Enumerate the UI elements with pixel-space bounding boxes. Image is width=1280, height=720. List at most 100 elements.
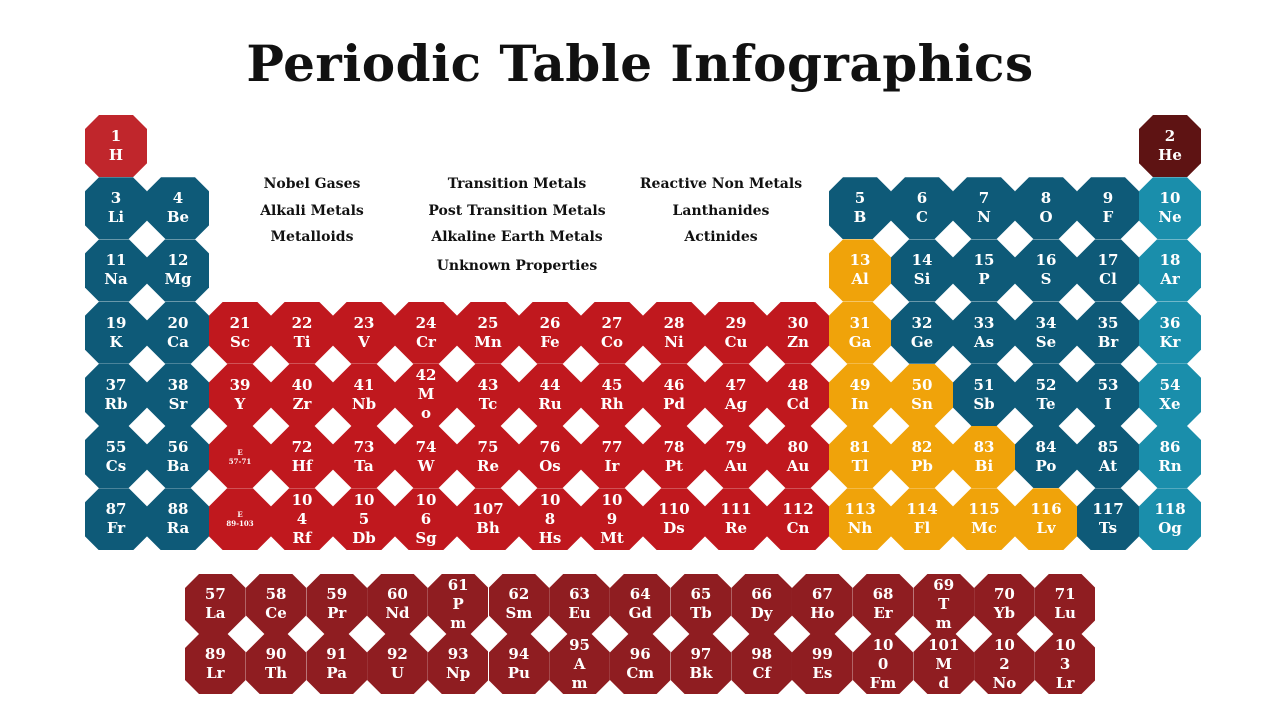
element-label: 13 Al — [849, 251, 871, 289]
element-label: 12 Mg — [164, 251, 192, 289]
element-label: 96 Cm — [626, 645, 655, 682]
element-tile: 54 Xe — [1139, 364, 1201, 426]
element-tile: 57 La — [185, 574, 246, 634]
element-label: 116 Lv — [1030, 500, 1062, 538]
element-tile: 11 Na — [85, 239, 147, 301]
element-label: 16 S — [1035, 251, 1057, 289]
element-label: 1 H — [108, 127, 124, 165]
element-tile: 15 P — [953, 239, 1015, 301]
element-label: 113 Nh — [844, 500, 876, 538]
element-tile: 94 Pu — [489, 634, 550, 694]
element-label: 24 Cr — [415, 313, 437, 351]
element-label: 57 La — [204, 585, 226, 622]
element-tile: 38 Sr — [147, 364, 209, 426]
element-tile: 49 In — [829, 364, 891, 426]
element-label: 118 Og — [1154, 500, 1186, 538]
element-tile: 116 Lv — [1015, 488, 1077, 550]
element-label: 10 6 Sg — [415, 490, 437, 547]
element-tile: 85 At — [1077, 426, 1139, 488]
element-tile: 71 Lu — [1035, 574, 1096, 634]
element-tile: 77 Ir — [581, 426, 643, 488]
element-label: 56 Ba — [166, 438, 190, 476]
element-label: 81 Tl — [849, 438, 871, 476]
element-tile: 1 H — [85, 115, 147, 177]
element-label: 79 Au — [724, 438, 748, 476]
element-tile: 91 Pa — [306, 634, 367, 694]
element-label: 20 Ca — [167, 313, 189, 351]
element-tile: 21 Sc — [209, 302, 271, 364]
element-tile: 46 Pd — [643, 364, 705, 426]
element-label: 75 Re — [476, 438, 499, 476]
element-label: 23 V — [353, 313, 375, 351]
element-tile: 41 Nb — [333, 364, 395, 426]
element-tile: 66 Dy — [731, 574, 792, 634]
element-tile: 97 Bk — [671, 634, 732, 694]
element-tile: 93 Np — [428, 634, 489, 694]
element-label: 19 K — [105, 313, 127, 351]
legend-item: Actinides — [684, 229, 758, 245]
element-label: 72 Hf — [291, 438, 313, 476]
element-tile: 31 Ga — [829, 302, 891, 364]
element-tile: E 57-71 — [209, 426, 271, 488]
element-label: 61 P m — [447, 575, 469, 632]
element-label: 10 9 Mt — [600, 490, 624, 547]
element-label: 8 O — [1039, 189, 1053, 227]
element-label: 48 Cd — [786, 375, 810, 413]
element-label: 35 Br — [1097, 313, 1119, 351]
element-label: 87 Fr — [105, 500, 127, 538]
element-tile: E 89-103 — [209, 488, 271, 550]
element-label: 110 Ds — [658, 500, 690, 538]
element-label: 28 Ni — [663, 313, 685, 351]
element-tile: 89 Lr — [185, 634, 246, 694]
element-tile: 10 Ne — [1139, 177, 1201, 239]
element-label: 31 Ga — [848, 313, 872, 351]
legend-item: Nobel Gases — [263, 176, 361, 192]
element-label: 17 Cl — [1097, 251, 1119, 289]
element-tile: 47 Ag — [705, 364, 767, 426]
element-label: 22 Ti — [291, 313, 313, 351]
element-label: 63 Eu — [568, 585, 591, 622]
legend-item: Metalloids — [270, 229, 354, 245]
element-label: 6 C — [916, 189, 928, 227]
element-label: 10 5 Db — [352, 490, 376, 547]
element-tile: 33 As — [953, 302, 1015, 364]
element-tile: 44 Ru — [519, 364, 581, 426]
element-tile: 32 Ge — [891, 302, 953, 364]
element-label: 78 Pt — [663, 438, 685, 476]
element-tile: 113 Nh — [829, 488, 891, 550]
element-label: 83 Bi — [973, 438, 995, 476]
element-label: 114 Fl — [906, 500, 938, 538]
element-label: 117 Ts — [1092, 500, 1124, 538]
element-tile: 14 Si — [891, 239, 953, 301]
element-tile: 10 0 Fm — [853, 634, 914, 694]
element-label: 69 T m — [933, 575, 955, 632]
element-tile: 68 Er — [853, 574, 914, 634]
element-label: 62 Sm — [505, 585, 533, 622]
element-tile: 43 Tc — [457, 364, 519, 426]
element-label: 15 P — [973, 251, 995, 289]
element-label: 10 8 Hs — [538, 490, 562, 547]
element-tile: 90 Th — [246, 634, 307, 694]
element-label: 7 N — [977, 189, 991, 227]
element-label: 14 Si — [911, 251, 933, 289]
element-label: 80 Au — [786, 438, 810, 476]
element-tile: 83 Bi — [953, 426, 1015, 488]
element-tile: 86 Rn — [1139, 426, 1201, 488]
element-tile: 36 Kr — [1139, 302, 1201, 364]
legend-item: Alkaline Earth Metals — [431, 229, 603, 245]
element-tile: 10 9 Mt — [581, 488, 643, 550]
element-tile: 87 Fr — [85, 488, 147, 550]
element-label: 94 Pu — [507, 645, 530, 682]
element-label: 30 Zn — [787, 313, 809, 351]
element-tile: 110 Ds — [643, 488, 705, 550]
element-tile: 48 Cd — [767, 364, 829, 426]
page-title: Periodic Table Infographics — [246, 34, 1034, 93]
element-tile: 5 B — [829, 177, 891, 239]
element-label: 93 Np — [446, 645, 471, 682]
element-label: 21 Sc — [229, 313, 251, 351]
element-tile: 25 Mn — [457, 302, 519, 364]
element-tile: 2 He — [1139, 115, 1201, 177]
element-tile: 70 Yb — [974, 574, 1035, 634]
element-tile: 40 Zr — [271, 364, 333, 426]
element-label: 71 Lu — [1054, 585, 1076, 622]
